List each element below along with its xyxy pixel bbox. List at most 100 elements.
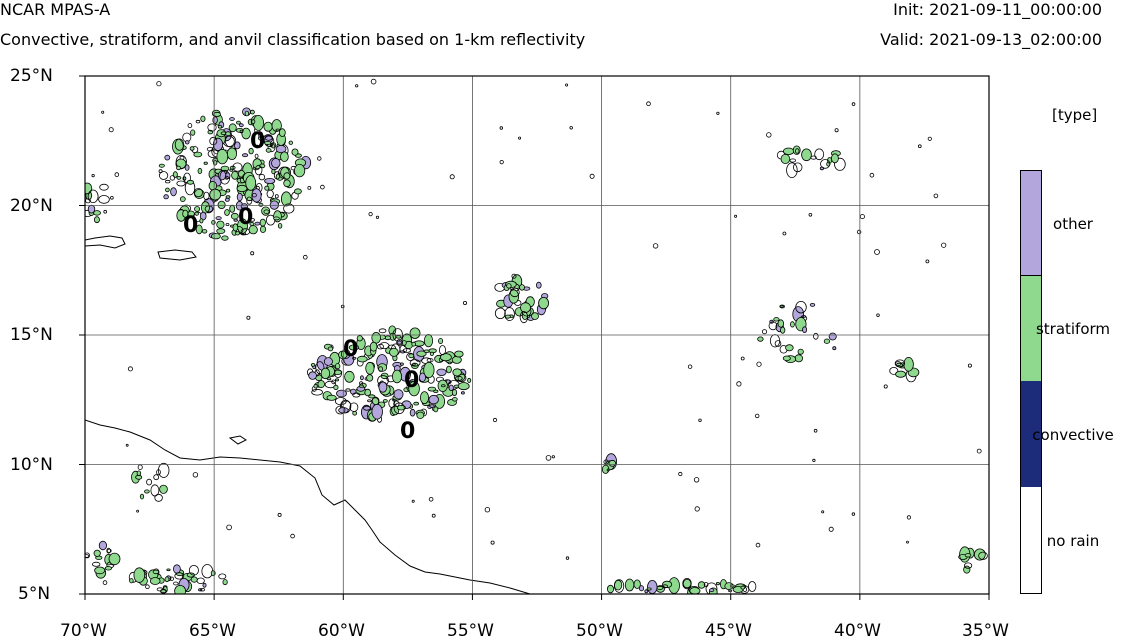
- precip-cell: [531, 312, 539, 320]
- legend-label-convective: convective: [1032, 426, 1114, 444]
- precip-cell: [393, 400, 400, 407]
- precip-cell: [99, 183, 109, 191]
- precip-cell: [801, 148, 812, 162]
- precip-cell: [190, 576, 198, 583]
- isolated-cell: [114, 172, 120, 177]
- precip-cell: [169, 576, 174, 581]
- precip-cell: [789, 158, 796, 163]
- precip-cell: [705, 582, 718, 594]
- isolated-cell: [499, 126, 503, 130]
- precip-cell: [264, 141, 272, 145]
- isolated-cell: [967, 363, 972, 368]
- precip-cell: [429, 351, 434, 356]
- precip-cell: [193, 188, 203, 198]
- precip-cell: [221, 235, 229, 241]
- precip-cell: [748, 581, 757, 592]
- precip-cell: [662, 580, 673, 589]
- precip-cell: [154, 493, 163, 502]
- precip-cell: [236, 184, 248, 193]
- precip-cell: [106, 547, 111, 554]
- precip-cell: [293, 164, 306, 178]
- precip-cell: [391, 369, 402, 384]
- isolated-cell: [782, 231, 787, 236]
- lon-tick-label: 40°W: [834, 621, 881, 641]
- precip-cell: [709, 588, 715, 592]
- isolated-cell: [145, 584, 150, 589]
- precip-cell: [216, 228, 226, 234]
- precip-cell: [259, 163, 266, 169]
- isolated-cell: [490, 540, 495, 545]
- precip-cell: [311, 388, 323, 396]
- precip-cell: [232, 223, 239, 232]
- precip-cell: [366, 374, 374, 382]
- precip-cell: [757, 336, 764, 342]
- precip-cell: [428, 394, 439, 405]
- isolated-cell: [431, 513, 436, 518]
- precip-cell: [144, 489, 150, 494]
- precip-cell: [264, 185, 270, 191]
- precip-cell: [226, 188, 231, 193]
- precip-cell: [460, 391, 465, 395]
- precip-cell: [271, 169, 276, 175]
- isolated-cell: [492, 417, 498, 423]
- precip-cell: [895, 361, 902, 367]
- precip-cell: [820, 159, 831, 169]
- precip-cell: [538, 296, 549, 310]
- precip-cell: [217, 200, 226, 210]
- precip-cell: [310, 363, 316, 367]
- isolated-cell: [125, 443, 129, 447]
- precip-cell: [176, 180, 186, 187]
- precip-cell: [436, 368, 447, 376]
- isolated-cell: [91, 174, 95, 178]
- precip-cell: [212, 116, 218, 124]
- precip-cell: [964, 553, 972, 558]
- isolated-cell: [370, 78, 377, 85]
- precip-cell: [108, 552, 121, 566]
- precip-cell: [159, 171, 169, 180]
- isolated-cell: [933, 193, 939, 199]
- precip-cell: [288, 140, 293, 145]
- precip-cell: [87, 189, 99, 204]
- precip-cell: [208, 180, 217, 191]
- isolated-cell: [874, 249, 880, 255]
- precip-cell: [335, 362, 341, 370]
- precip-cell: [139, 493, 145, 500]
- precip-cell: [200, 115, 206, 122]
- precip-cell: [229, 168, 234, 172]
- precip-cell: [801, 315, 807, 318]
- precip-cell: [235, 127, 244, 133]
- precip-cell: [352, 356, 357, 360]
- precip-cell: [98, 540, 108, 551]
- isolated-cell: [755, 413, 760, 419]
- precip-cell: [682, 577, 692, 590]
- isolated-cell: [869, 172, 875, 178]
- isolated-cell: [755, 542, 761, 548]
- precip-cell: [333, 384, 339, 390]
- isolated-cell: [976, 448, 982, 454]
- precip-cell: [338, 350, 348, 359]
- precip-cell: [235, 231, 241, 236]
- precip-cell: [416, 411, 425, 419]
- precip-cell: [409, 359, 421, 367]
- legend-title: [type]: [1052, 106, 1098, 124]
- precip-cell: [136, 470, 142, 476]
- precip-cell: [164, 576, 170, 583]
- precip-cell: [661, 584, 669, 589]
- precip-cell: [963, 562, 973, 569]
- precip-cell: [251, 192, 257, 198]
- precip-cell: [369, 341, 378, 352]
- precip-cell: [172, 138, 184, 155]
- precip-cell: [356, 335, 363, 342]
- precip-cell: [254, 153, 259, 159]
- precip-cell: [697, 581, 706, 589]
- precip-cell: [320, 367, 331, 380]
- precip-cell: [371, 331, 382, 344]
- precip-cell: [646, 587, 652, 591]
- precip-cell: [207, 123, 217, 132]
- precip-cell: [794, 354, 803, 363]
- precip-cell: [768, 321, 778, 331]
- precip-cell: [174, 572, 185, 580]
- precip-cell: [199, 218, 204, 224]
- island-hispaniola: [85, 235, 126, 249]
- precip-cell: [389, 347, 399, 357]
